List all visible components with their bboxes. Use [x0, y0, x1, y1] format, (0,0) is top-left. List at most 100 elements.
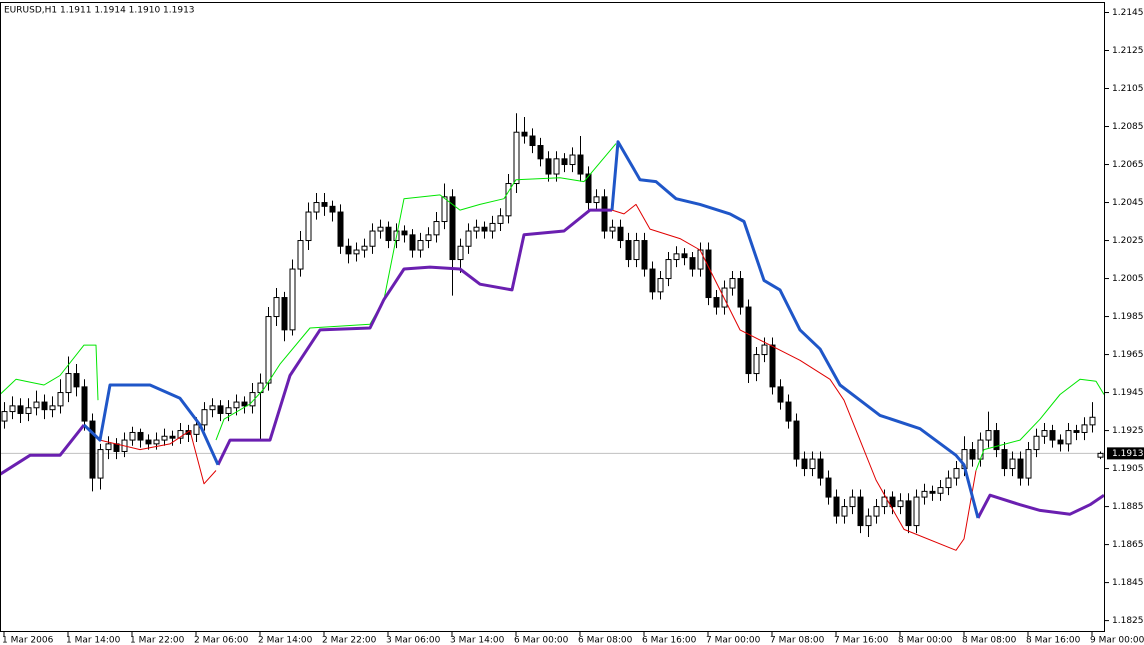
- last-price-label: 1.1913: [1112, 449, 1144, 459]
- candle-body: [473, 226, 480, 232]
- chart-title: EURUSD,H1 1.1911 1.1914 1.1910 1.1913: [4, 6, 195, 16]
- candle-body: [169, 435, 176, 439]
- candle-body: [953, 468, 960, 479]
- candle-body: [521, 131, 528, 137]
- candle-body: [9, 405, 16, 413]
- x-tick-label: 2 Mar 06:00: [194, 636, 249, 645]
- y-tick-label: 1.2045: [1112, 198, 1144, 208]
- candle-body: [993, 430, 1000, 451]
- candle-body: [489, 222, 496, 232]
- candle-body: [665, 259, 672, 280]
- candle-body: [161, 435, 168, 441]
- candle-body: [25, 407, 32, 414]
- candle-body: [1081, 424, 1088, 433]
- candle-body: [337, 211, 344, 247]
- candle-body: [33, 401, 40, 409]
- candle-body: [105, 443, 112, 451]
- candle-body: [73, 373, 80, 388]
- candle-body: [177, 430, 184, 439]
- candle-body: [945, 477, 952, 489]
- x-tick-label: 8 Mar 00:00: [898, 636, 953, 645]
- candle-body: [809, 458, 816, 470]
- y-tick-label: 1.1865: [1112, 540, 1144, 550]
- candle-body: [657, 278, 664, 293]
- candle-body: [689, 257, 696, 270]
- candle-body: [1073, 430, 1080, 433]
- candle-body: [409, 234, 416, 251]
- x-tick-label: 2 Mar 14:00: [258, 636, 313, 645]
- candle-body: [89, 420, 96, 479]
- candle-body: [417, 240, 424, 251]
- candle-body: [1025, 449, 1032, 479]
- candle-body: [377, 226, 384, 232]
- candle-body: [153, 439, 160, 445]
- candle-body: [569, 154, 576, 166]
- candle-body: [241, 401, 248, 407]
- candle-body: [1089, 416, 1096, 426]
- candle-body: [345, 245, 352, 255]
- candle-body: [1057, 439, 1064, 445]
- candle-body: [465, 230, 472, 247]
- candle-body: [17, 405, 24, 414]
- candle-body: [545, 158, 552, 175]
- x-tick-label: 3 Mar 14:00: [450, 636, 505, 645]
- candle-body: [817, 458, 824, 479]
- candle-body: [705, 249, 712, 299]
- candle-body: [265, 316, 272, 384]
- candle-body: [497, 215, 504, 224]
- candle-body: [1041, 430, 1048, 437]
- indicator-line: [99, 203, 977, 551]
- candle-body: [913, 496, 920, 527]
- candle-body: [745, 306, 752, 375]
- candle-body: [601, 196, 608, 232]
- candle-body: [801, 458, 808, 470]
- y-tick-label: 1.2125: [1112, 46, 1144, 56]
- x-tick-label: 8 Mar 16:00: [1026, 636, 1081, 645]
- candle-body: [281, 297, 288, 331]
- y-tick-label: 1.2005: [1112, 274, 1144, 284]
- x-tick-label: 2 Mar 22:00: [322, 636, 377, 645]
- candle-body: [193, 424, 200, 435]
- candle-body: [697, 249, 704, 270]
- candle-body: [721, 287, 728, 308]
- candle-body: [321, 202, 328, 207]
- candle-body: [633, 240, 640, 261]
- candle-body: [769, 344, 776, 388]
- candle-body: [329, 205, 336, 213]
- candle-body: [929, 490, 936, 494]
- y-tick-label: 1.2065: [1112, 160, 1144, 170]
- candle-body: [65, 373, 72, 394]
- candle-body: [921, 490, 928, 498]
- candle-body: [969, 449, 976, 460]
- candle-body: [977, 439, 984, 460]
- y-tick-label: 1.1965: [1112, 350, 1144, 360]
- candle-body: [385, 226, 392, 242]
- candle-body: [897, 500, 904, 508]
- candle-body: [217, 405, 224, 414]
- x-tick-label: 1 Mar 14:00: [66, 636, 121, 645]
- candle-body: [313, 202, 320, 213]
- candle-body: [537, 145, 544, 160]
- candle-body: [513, 131, 520, 185]
- x-tick-label: 7 Mar 00:00: [706, 636, 761, 645]
- candle-body: [577, 154, 584, 175]
- plot-frame: [0, 2, 1105, 632]
- candle-body: [625, 240, 632, 261]
- x-tick-label: 1 Mar 22:00: [130, 636, 185, 645]
- y-tick-label: 1.1885: [1112, 502, 1144, 512]
- last-price-tag: [1107, 447, 1144, 460]
- candle-body: [353, 249, 360, 255]
- candle-body: [425, 234, 432, 242]
- candle-body: [593, 196, 600, 204]
- candle-body: [49, 405, 56, 411]
- candle-body: [649, 268, 656, 293]
- candle-body: [1065, 430, 1072, 445]
- y-tick-label: 1.2085: [1112, 122, 1144, 132]
- candle-body: [225, 407, 232, 414]
- candle-body: [609, 226, 616, 232]
- candle-body: [865, 515, 872, 527]
- candle-body: [857, 496, 864, 527]
- candle-body: [729, 278, 736, 289]
- candle-body: [481, 226, 488, 232]
